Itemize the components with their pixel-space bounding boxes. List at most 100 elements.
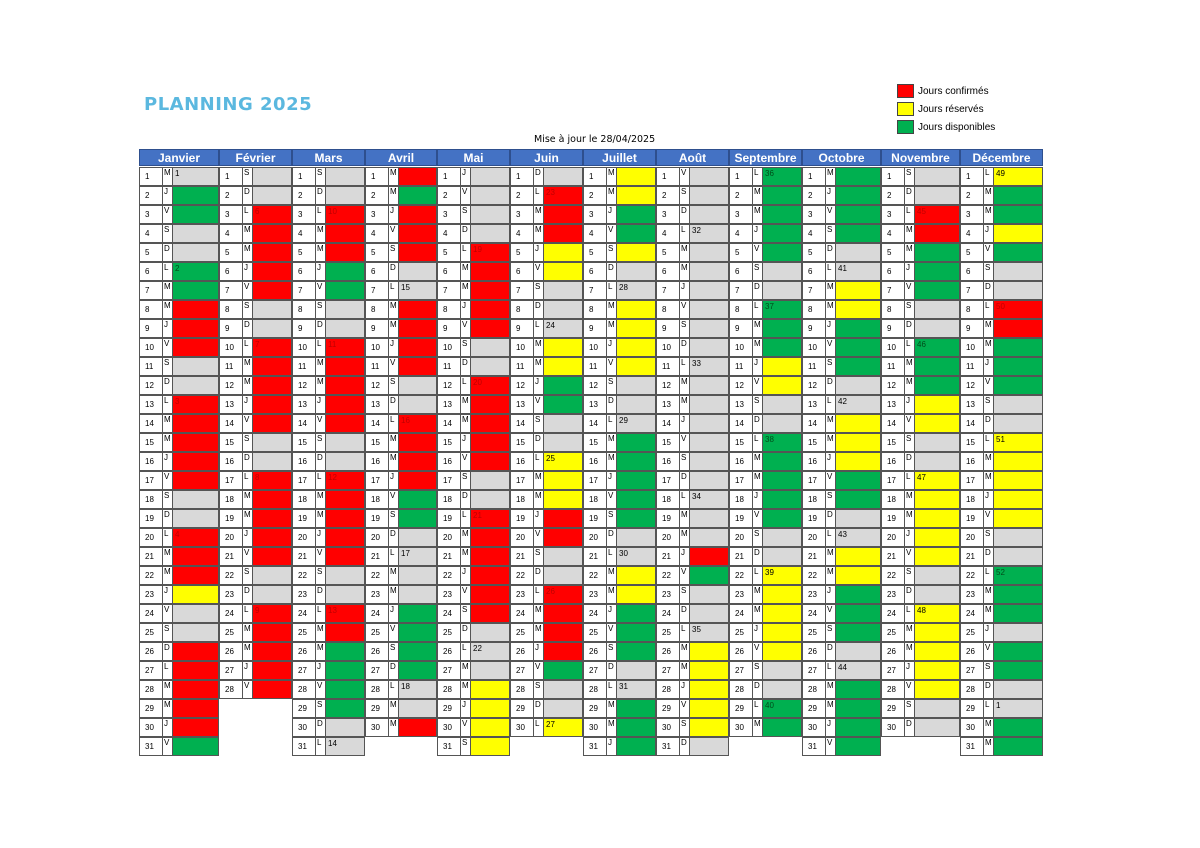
day-cell[interactable]: 15 J — [437, 433, 510, 452]
day-cell[interactable]: 13 S — [960, 395, 1043, 414]
day-cell[interactable]: 27 D — [583, 661, 656, 680]
day-cell[interactable]: 29 M — [365, 699, 437, 718]
day-cell[interactable]: 25 V — [365, 623, 437, 642]
day-cell[interactable]: 29 V — [656, 699, 729, 718]
day-cell[interactable]: 6 L 41 — [802, 262, 881, 281]
day-cell[interactable]: 20 J — [219, 528, 292, 547]
day-cell[interactable]: 27 M — [437, 661, 510, 680]
day-cell[interactable]: 26 M — [219, 642, 292, 661]
day-cell[interactable]: 27 M — [656, 661, 729, 680]
day-cell[interactable]: 28 S — [510, 680, 583, 699]
day-cell[interactable]: 13 M — [656, 395, 729, 414]
day-cell[interactable]: 27 S — [960, 661, 1043, 680]
day-cell[interactable]: 19 D — [802, 509, 881, 528]
day-cell[interactable]: 25 M — [881, 623, 960, 642]
day-cell[interactable]: 17 V — [802, 471, 881, 490]
day-cell[interactable]: 16 V — [437, 452, 510, 471]
day-cell[interactable]: 3 L 45 — [881, 205, 960, 224]
day-cell[interactable]: 21 V — [219, 547, 292, 566]
day-cell[interactable]: 23 D — [219, 585, 292, 604]
day-cell[interactable]: 13 D — [583, 395, 656, 414]
day-cell[interactable]: 4 L 32 — [656, 224, 729, 243]
day-cell[interactable]: 9 L 24 — [510, 319, 583, 338]
day-cell[interactable]: 30 S — [656, 718, 729, 737]
day-cell[interactable]: 15 V — [656, 433, 729, 452]
day-cell[interactable]: 11 V — [365, 357, 437, 376]
day-cell[interactable]: 15 L 38 — [729, 433, 802, 452]
day-cell[interactable]: 29 M — [139, 699, 219, 718]
day-cell[interactable]: 29 M — [583, 699, 656, 718]
day-cell[interactable]: 24 L 13 — [292, 604, 365, 623]
day-cell[interactable]: 11 V — [583, 357, 656, 376]
day-cell[interactable]: 15 S — [219, 433, 292, 452]
day-cell[interactable]: 18 D — [437, 490, 510, 509]
day-cell[interactable]: 25 J — [960, 623, 1043, 642]
day-cell[interactable]: 15 D — [510, 433, 583, 452]
day-cell[interactable]: 17 D — [656, 471, 729, 490]
day-cell[interactable]: 17 V — [139, 471, 219, 490]
day-cell[interactable]: 30 M — [365, 718, 437, 737]
day-cell[interactable]: 29 L 1 — [960, 699, 1043, 718]
day-cell[interactable]: 21 V — [881, 547, 960, 566]
day-cell[interactable]: 24 D — [656, 604, 729, 623]
day-cell[interactable]: 14 M — [802, 414, 881, 433]
day-cell[interactable]: 19 L 21 — [437, 509, 510, 528]
day-cell[interactable]: 14 D — [729, 414, 802, 433]
day-cell[interactable]: 22 S — [219, 566, 292, 585]
day-cell[interactable]: 14 L 29 — [583, 414, 656, 433]
day-cell[interactable]: 12 M — [881, 376, 960, 395]
day-cell[interactable]: 28 M — [139, 680, 219, 699]
day-cell[interactable]: 13 J — [292, 395, 365, 414]
day-cell[interactable]: 16 J — [802, 452, 881, 471]
day-cell[interactable]: 30 D — [292, 718, 365, 737]
day-cell[interactable]: 27 V — [510, 661, 583, 680]
day-cell[interactable]: 28 L 18 — [365, 680, 437, 699]
day-cell[interactable]: 21 D — [960, 547, 1043, 566]
day-cell[interactable]: 23 L 26 — [510, 585, 583, 604]
day-cell[interactable]: 10 L 46 — [881, 338, 960, 357]
day-cell[interactable]: 24 M — [729, 604, 802, 623]
day-cell[interactable]: 12 J — [510, 376, 583, 395]
day-cell[interactable]: 30 J — [139, 718, 219, 737]
day-cell[interactable]: 20 S — [729, 528, 802, 547]
day-cell[interactable]: 17 M — [729, 471, 802, 490]
day-cell[interactable]: 26 M — [881, 642, 960, 661]
day-cell[interactable]: 14 S — [510, 414, 583, 433]
day-cell[interactable]: 13 J — [219, 395, 292, 414]
day-cell[interactable]: 31 V — [802, 737, 881, 756]
day-cell[interactable]: 11 M — [881, 357, 960, 376]
day-cell[interactable]: 30 M — [960, 718, 1043, 737]
day-cell[interactable]: 17 L 47 — [881, 471, 960, 490]
day-cell[interactable]: 26 D — [139, 642, 219, 661]
day-cell[interactable]: 27 J — [219, 661, 292, 680]
day-cell[interactable]: 10 L 11 — [292, 338, 365, 357]
day-cell[interactable]: 16 D — [292, 452, 365, 471]
